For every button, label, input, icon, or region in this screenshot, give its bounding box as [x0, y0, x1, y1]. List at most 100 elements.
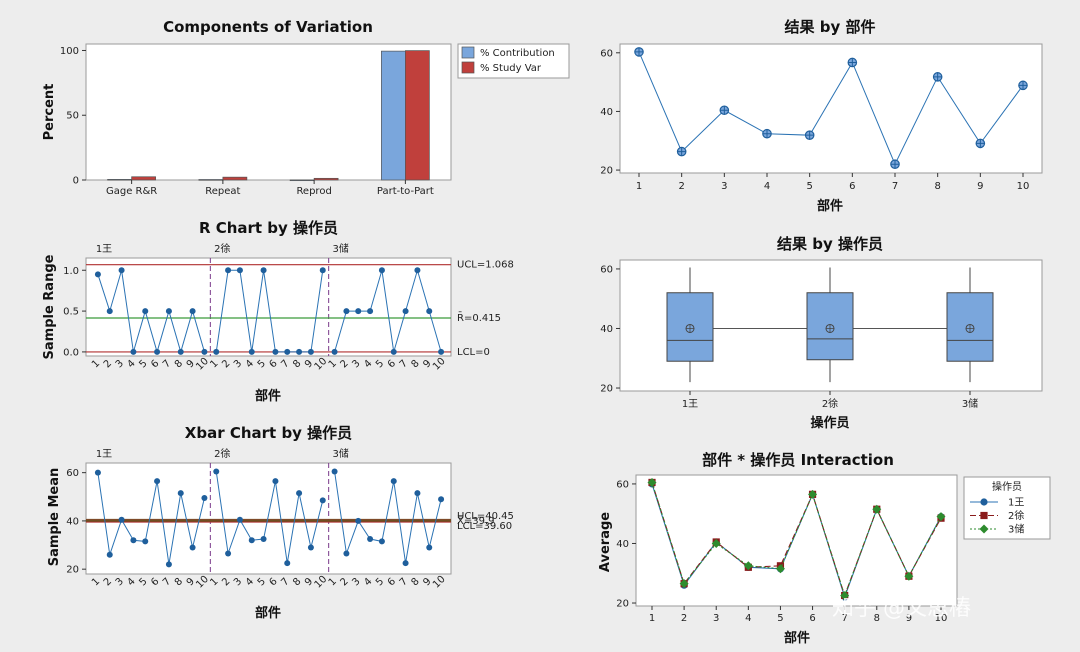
rchart-point: [130, 348, 137, 355]
bypart-x-tick-label: 1: [636, 181, 642, 192]
rchart-y-label: Sample Range: [42, 254, 57, 359]
rchart-x-tick-label: 3: [232, 358, 244, 370]
xbar-point: [426, 544, 433, 551]
xbar-y-label: Sample Mean: [47, 468, 62, 567]
xbar-title: Xbar Chart by 操作员: [185, 424, 352, 442]
bypart-series-line: [638, 51, 1024, 166]
rchart-x-tick-label: 10: [194, 356, 211, 373]
xbar-point: [272, 478, 279, 485]
xbar-x-tick-label: 1: [327, 576, 339, 588]
xbar-x-tick-label: 6: [386, 576, 398, 588]
interaction-y-tick-label: 20: [616, 599, 629, 610]
rchart-x-tick-label: 3: [350, 358, 362, 370]
xbar-point: [260, 536, 267, 543]
xbar-x-tick-label: 2: [102, 576, 114, 588]
rchart-x-tick-label: 2: [102, 358, 114, 370]
interaction-x-tick-label: 8: [874, 613, 880, 624]
interaction-point: [647, 477, 657, 487]
xbar-x-tick-label: 8: [173, 576, 185, 588]
cov-bar: [313, 177, 339, 181]
xbar-plot-area: [85, 462, 452, 575]
rchart-x-tick-label: 5: [256, 358, 268, 370]
rchart-point: [154, 348, 161, 355]
rchart-point: [367, 308, 374, 315]
xbar-x-tick-label: 10: [194, 574, 211, 591]
bypart-point-cross: [805, 131, 814, 140]
cov-bar: [107, 179, 132, 181]
rchart-x-tick-label: 7: [398, 358, 410, 370]
bypart-point-cross: [763, 129, 771, 138]
rchart-point: [142, 308, 149, 315]
xbar-point: [213, 468, 220, 475]
rchart-point: [189, 308, 196, 315]
xbar-x-tick-label: 10: [313, 574, 330, 591]
xbar-point: [142, 538, 149, 545]
byop-x-tick-label: 1王: [682, 399, 698, 410]
interaction-legend-label: 3储: [1008, 523, 1024, 536]
cov-title: Components of Variation: [163, 18, 373, 36]
xbar-x-tick-label: 6: [149, 576, 161, 588]
watermark-text: 知乎 @文思樁: [832, 596, 971, 621]
interaction-point: [936, 512, 946, 522]
xbar-point: [343, 550, 350, 557]
xbar-x-tick-label: 7: [161, 576, 173, 588]
byop-x-tick-label: 3储: [962, 397, 978, 410]
rchart-point: [260, 267, 267, 274]
rchart-center-label: R̄=0.415: [457, 311, 501, 324]
xbar-center-label: X̿=39.9: [457, 513, 495, 527]
xbar-point: [94, 469, 101, 476]
xbar-point: [355, 517, 362, 524]
xbar-x-tick-label: 5: [256, 576, 268, 588]
xbar-point: [177, 490, 184, 497]
interaction-legend-marker: [979, 524, 989, 534]
cov-x-tick-label: Gage R&R: [106, 186, 157, 197]
rchart-point: [307, 348, 314, 355]
xbar-point: [165, 561, 172, 568]
interaction-y-tick-label: 40: [616, 539, 629, 550]
rchart-point: [118, 267, 125, 274]
interaction-x-tick-label: 3: [713, 613, 719, 624]
cov-y-tick-label: 50: [66, 111, 79, 122]
bypart-point-cross: [933, 72, 942, 81]
cov-bar: [222, 176, 248, 181]
interaction-point: [872, 504, 882, 514]
bypart-x-tick-label: 6: [849, 181, 855, 192]
rchart-x-tick-label: 7: [279, 358, 291, 370]
cov-bar: [405, 50, 430, 181]
rchart-x-tick-label: 10: [431, 356, 448, 373]
cov-legend-label: % Contribution: [480, 48, 555, 59]
interaction-legend-marker: [980, 498, 988, 506]
xbar-x-tick-label: 10: [431, 574, 448, 591]
rchart-point: [106, 308, 113, 315]
rchart-series-line: [334, 268, 442, 353]
rchart-x-tick-label: 5: [137, 358, 149, 370]
xbar-point: [307, 544, 314, 551]
xbar-x-tick-label: 4: [244, 576, 256, 588]
cov-y-tick-label: 0: [73, 176, 79, 187]
rchart-x-label: 部件: [255, 388, 281, 404]
byop-box: [946, 292, 994, 362]
rchart-point: [378, 267, 385, 274]
xbar-point: [189, 544, 196, 551]
bypart-x-tick-label: 3: [721, 181, 727, 192]
interaction-x-tick-label: 10: [935, 613, 948, 624]
cov-legend-swatch: [461, 46, 475, 59]
interaction-legend-label: 1王: [1008, 498, 1024, 509]
xbar-point: [118, 516, 125, 523]
rchart-point: [438, 348, 445, 355]
xbar-point: [331, 468, 338, 475]
interaction-point: [711, 538, 721, 548]
rchart-lcl-label: LCL=0: [457, 347, 490, 358]
xbar-point: [248, 537, 255, 544]
bypart-point-cross: [677, 147, 686, 156]
rchart-x-tick-label: 8: [173, 358, 185, 370]
rchart-x-tick-label: 8: [291, 358, 303, 370]
interaction-point: [775, 564, 785, 574]
interaction-x-tick-label: 6: [809, 613, 815, 624]
byop-x-tick-label: 2徐: [822, 397, 838, 410]
byop-y-tick-label: 40: [600, 324, 613, 335]
rchart-point: [213, 348, 220, 355]
cov-bar: [289, 179, 315, 182]
rchart-x-tick-label: 6: [268, 358, 280, 370]
